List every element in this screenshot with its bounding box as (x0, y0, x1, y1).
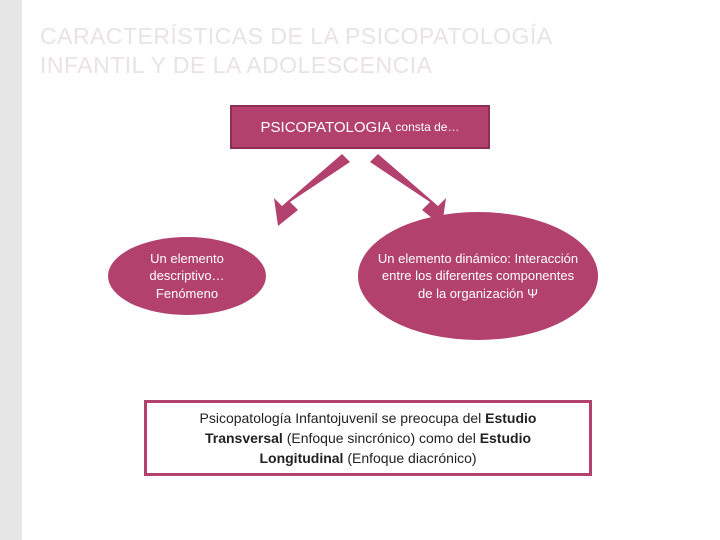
conclusion-box: Psicopatología Infantojuvenil se preocup… (144, 400, 592, 476)
root-concept-sub: consta de… (395, 120, 459, 134)
arrow-left-icon (274, 154, 350, 226)
slide-left-accent (0, 0, 22, 540)
conclusion-post: (Enfoque diacrónico) (343, 450, 476, 466)
conclusion-text: Psicopatología Infantojuvenil se preocup… (167, 408, 569, 469)
conclusion-pre1: Psicopatología Infantojuvenil se preocup… (200, 410, 486, 426)
left-branch-text: Un elemento descriptivo… Fenómeno (126, 250, 248, 303)
right-branch-ellipse: Un elemento dinámico: Interacción entre … (358, 212, 598, 340)
right-branch-text: Un elemento dinámico: Interacción entre … (376, 250, 580, 303)
left-branch-ellipse: Un elemento descriptivo… Fenómeno (108, 237, 266, 315)
root-concept-box: PSICOPATOLOGIA consta de… (230, 105, 490, 149)
title-line-2: INFANTIL Y DE LA ADOLESCENCIA (40, 52, 432, 78)
conclusion-mid1: (Enfoque sincrónico) como del (283, 430, 480, 446)
slide-title: CARACTERÍSTICAS DE LA PSICOPATOLOGÍA INF… (40, 22, 680, 80)
root-concept-main: PSICOPATOLOGIA (261, 119, 392, 136)
title-line-1: CARACTERÍSTICAS DE LA PSICOPATOLOGÍA (40, 23, 553, 49)
